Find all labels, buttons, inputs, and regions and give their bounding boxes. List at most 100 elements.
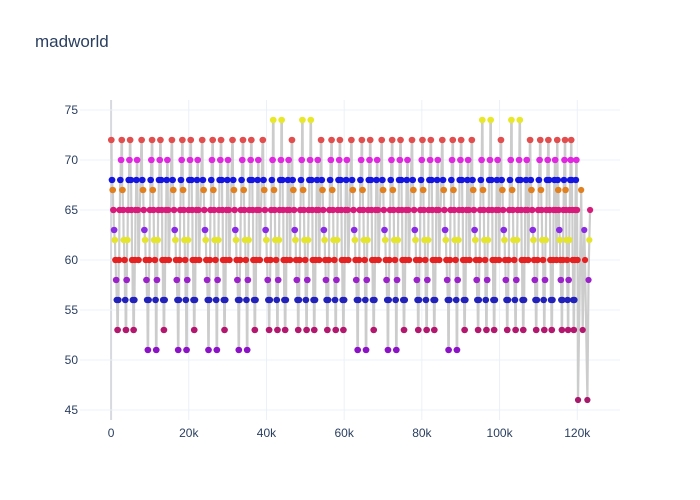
data-point[interactable] <box>368 176 375 184</box>
data-point[interactable] <box>131 296 138 304</box>
data-point[interactable] <box>558 326 566 334</box>
data-point[interactable] <box>380 186 387 194</box>
data-point[interactable] <box>121 256 128 264</box>
data-point[interactable] <box>578 186 585 194</box>
data-point[interactable] <box>243 296 250 304</box>
data-point[interactable] <box>154 276 161 284</box>
data-point[interactable] <box>218 176 226 184</box>
data-point[interactable] <box>334 236 341 244</box>
data-point[interactable] <box>264 276 272 284</box>
data-point[interactable] <box>324 326 331 334</box>
data-point[interactable] <box>357 176 364 184</box>
data-point[interactable] <box>269 156 276 164</box>
data-point[interactable] <box>332 296 339 304</box>
data-point[interactable] <box>378 136 386 144</box>
data-point[interactable] <box>110 206 117 214</box>
data-point[interactable] <box>332 326 340 334</box>
data-point[interactable] <box>484 236 492 244</box>
data-point[interactable] <box>410 186 417 194</box>
data-point[interactable] <box>214 276 221 284</box>
data-point[interactable] <box>254 176 261 184</box>
data-point[interactable] <box>418 156 426 164</box>
data-point[interactable] <box>574 256 581 264</box>
data-point[interactable] <box>454 276 461 284</box>
data-point[interactable] <box>468 136 476 144</box>
data-point[interactable] <box>440 176 447 184</box>
data-point[interactable] <box>555 206 563 214</box>
data-point[interactable] <box>262 206 269 214</box>
data-point[interactable] <box>537 136 544 144</box>
data-point[interactable] <box>479 116 486 124</box>
data-point[interactable] <box>411 226 419 234</box>
data-point[interactable] <box>327 176 334 184</box>
data-point[interactable] <box>302 256 309 264</box>
data-point[interactable] <box>388 156 395 164</box>
data-point[interactable] <box>464 176 471 184</box>
data-point[interactable] <box>536 176 543 184</box>
data-point[interactable] <box>472 236 479 244</box>
data-point[interactable] <box>304 276 311 284</box>
data-point[interactable] <box>299 116 306 124</box>
data-point[interactable] <box>461 326 468 334</box>
data-point[interactable] <box>382 236 389 244</box>
data-point[interactable] <box>233 236 240 244</box>
data-point[interactable] <box>210 186 217 194</box>
data-point[interactable] <box>420 186 427 194</box>
data-point[interactable] <box>557 276 565 284</box>
data-point[interactable] <box>202 226 209 234</box>
data-point[interactable] <box>135 256 142 264</box>
data-point[interactable] <box>434 156 442 164</box>
data-point[interactable] <box>531 276 539 284</box>
data-point[interactable] <box>454 346 461 354</box>
data-point[interactable] <box>187 156 194 164</box>
data-point[interactable] <box>170 186 177 194</box>
data-point[interactable] <box>122 296 129 304</box>
data-point[interactable] <box>439 136 446 144</box>
data-point[interactable] <box>282 326 289 334</box>
data-point[interactable] <box>185 236 192 244</box>
data-point[interactable] <box>379 176 386 184</box>
data-point[interactable] <box>262 226 269 234</box>
data-point[interactable] <box>184 276 191 284</box>
data-point[interactable] <box>127 136 134 144</box>
data-point[interactable] <box>581 256 589 264</box>
data-point[interactable] <box>245 236 252 244</box>
data-point[interactable] <box>279 176 286 184</box>
data-point[interactable] <box>195 206 202 214</box>
data-point[interactable] <box>478 176 485 184</box>
data-point[interactable] <box>169 176 176 184</box>
data-point[interactable] <box>163 176 171 184</box>
data-point[interactable] <box>383 276 390 284</box>
data-point[interactable] <box>201 206 208 214</box>
data-point[interactable] <box>290 186 297 194</box>
data-point[interactable] <box>444 276 451 284</box>
data-point[interactable] <box>225 206 233 214</box>
data-point[interactable] <box>289 136 296 144</box>
data-point[interactable] <box>409 176 417 184</box>
data-point[interactable] <box>427 156 434 164</box>
data-point[interactable] <box>149 186 157 194</box>
data-point[interactable] <box>278 116 285 124</box>
data-point[interactable] <box>152 296 159 304</box>
data-point[interactable] <box>393 346 400 354</box>
data-point[interactable] <box>586 206 594 214</box>
data-point[interactable] <box>230 176 237 184</box>
data-point[interactable] <box>327 156 335 164</box>
data-point[interactable] <box>446 296 453 304</box>
data-point[interactable] <box>117 176 124 184</box>
data-point[interactable] <box>350 206 357 214</box>
data-point[interactable] <box>432 296 439 304</box>
data-point[interactable] <box>241 206 248 214</box>
data-point[interactable] <box>491 326 498 334</box>
data-point[interactable] <box>375 206 382 214</box>
data-point[interactable] <box>142 236 149 244</box>
data-point[interactable] <box>542 276 549 284</box>
data-point[interactable] <box>389 136 396 144</box>
data-point[interactable] <box>259 136 267 144</box>
data-point[interactable] <box>496 256 503 264</box>
data-point[interactable] <box>127 176 135 184</box>
data-point[interactable] <box>316 256 323 264</box>
data-point[interactable] <box>574 396 582 404</box>
data-point[interactable] <box>202 236 210 244</box>
data-point[interactable] <box>161 326 168 334</box>
